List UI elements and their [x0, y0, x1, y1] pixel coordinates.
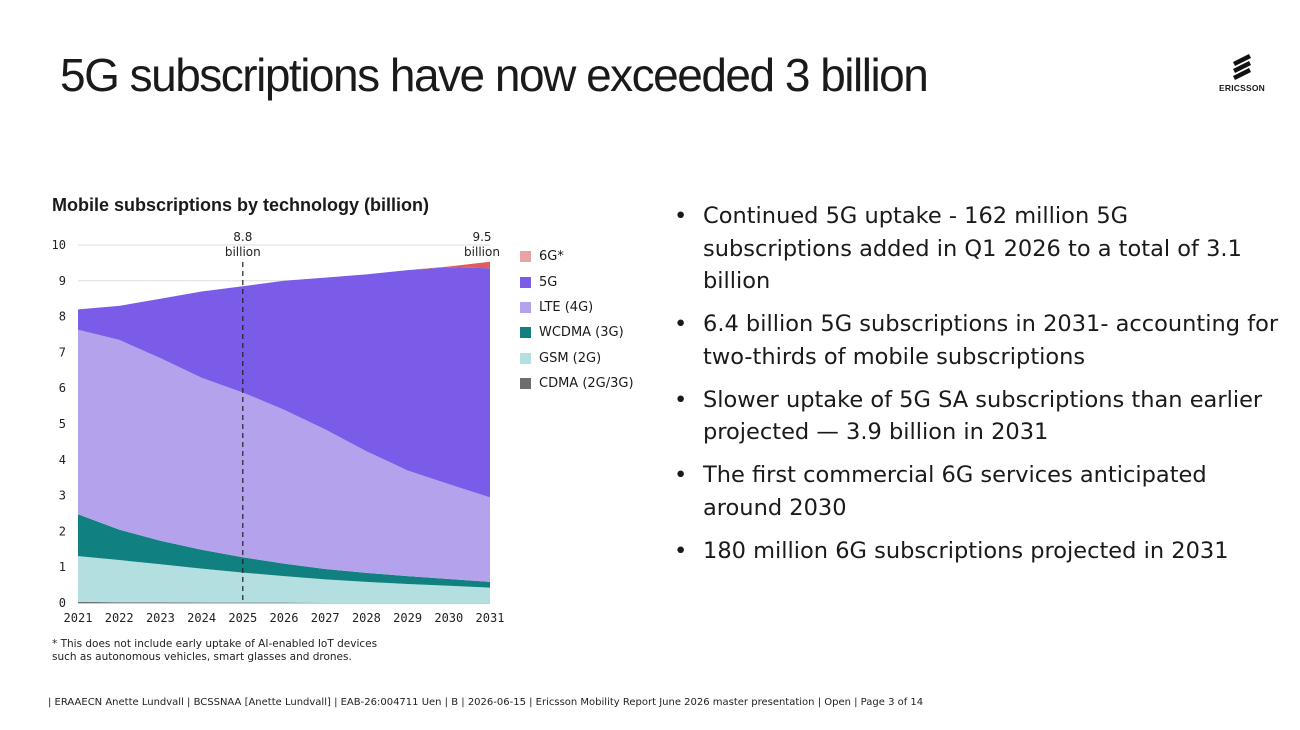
chart-legend: 6G* 5G LTE (4G) WCDMA (3G) GSM (2G) CDMA (2G/… — [520, 244, 634, 396]
y-tick-label: 0 — [59, 596, 66, 610]
x-tick-label: 2026 — [270, 611, 299, 625]
ericsson-logo: ERICSSON — [1212, 50, 1272, 100]
annotation-unit-label: billion — [225, 245, 261, 259]
y-tick-label: 5 — [59, 417, 66, 431]
logo-text: ERICSSON — [1219, 83, 1265, 93]
series-area — [78, 261, 490, 310]
x-tick-label: 2027 — [311, 611, 340, 625]
series-area — [78, 556, 490, 603]
x-tick-label: 2021 — [64, 611, 93, 625]
legend-item: LTE (4G) — [520, 295, 634, 320]
annotation-value-label: 9.5 — [472, 230, 491, 244]
legend-label: 6G* — [539, 249, 564, 265]
legend-item: CDMA (2G/3G) — [520, 371, 634, 396]
slide-title: 5G subscriptions have now exceeded 3 bil… — [60, 49, 929, 101]
footnote-line-2: such as autonomous vehicles, smart glass… — [52, 651, 352, 663]
x-tick-label: 2031 — [476, 611, 505, 625]
legend-item: GSM (2G) — [520, 346, 634, 371]
legend-swatch — [520, 251, 531, 263]
legend-swatch — [520, 352, 531, 364]
y-tick-label: 8 — [59, 310, 66, 324]
bullet-item: The first commercial 6G services anticip… — [672, 459, 1282, 524]
y-tick-label: 7 — [59, 345, 66, 359]
legend-item: WCDMA (3G) — [520, 320, 634, 345]
series-area — [78, 329, 490, 582]
y-tick-label: 1 — [59, 560, 66, 574]
x-tick-label: 2023 — [146, 611, 175, 625]
ericsson-logo-icon — [1233, 54, 1251, 80]
y-tick-label: 3 — [59, 489, 66, 503]
y-tick-label: 6 — [59, 381, 66, 395]
legend-swatch — [520, 378, 531, 390]
y-tick-label: 9 — [59, 274, 66, 288]
chart-title: Mobile subscriptions by technology (bill… — [52, 195, 430, 215]
legend-label: LTE (4G) — [539, 299, 594, 315]
legend-swatch — [520, 327, 531, 339]
area-chart: 0 1 2 3 4 5 6 7 8 9 10 2021 2022 2023 2024 2025 2026 2027… — [52, 230, 505, 625]
series-area — [78, 267, 490, 498]
bullet-item: 6.4 billion 5G subscriptions in 2031- ac… — [672, 308, 1282, 373]
y-tick-label: 2 — [59, 524, 66, 538]
bullet-item: 180 million 6G subscriptions projected i… — [672, 535, 1282, 568]
x-tick-label: 2029 — [393, 611, 422, 625]
legend-label: CDMA (2G/3G) — [539, 376, 634, 392]
annotation-unit-label: billion — [464, 245, 500, 259]
legend-label: 5G — [539, 274, 558, 290]
x-tick-label: 2025 — [228, 611, 257, 625]
legend-item: 5G — [520, 269, 634, 294]
bullet-list: Continued 5G uptake - 162 million 5G sub… — [672, 200, 1282, 578]
bullet-item: Slower uptake of 5G SA subscriptions tha… — [672, 384, 1282, 449]
series-area — [78, 601, 490, 603]
bullet-item: Continued 5G uptake - 162 million 5G sub… — [672, 200, 1282, 298]
legend-label: GSM (2G) — [539, 350, 602, 366]
footnote-line-1: * This does not include early uptake of … — [52, 638, 378, 650]
x-tick-label: 2028 — [352, 611, 381, 625]
y-tick-label: 4 — [59, 453, 66, 467]
series-area — [78, 514, 490, 588]
legend-swatch — [520, 276, 531, 288]
y-tick-label: 10 — [52, 238, 66, 252]
x-tick-label: 2024 — [187, 611, 216, 625]
annotation-value-label: 8.8 — [233, 230, 252, 244]
legend-item: 6G* — [520, 244, 634, 269]
x-tick-label: 2030 — [434, 611, 463, 625]
legend-label: WCDMA (3G) — [539, 325, 624, 341]
legend-swatch — [520, 301, 531, 313]
slide-footer: | ERAAECN Anette Lundvall | BCSSNAA [Ane… — [48, 697, 924, 708]
chart-footnote: * This does not include early uptake of … — [52, 638, 377, 664]
x-tick-label: 2022 — [105, 611, 134, 625]
